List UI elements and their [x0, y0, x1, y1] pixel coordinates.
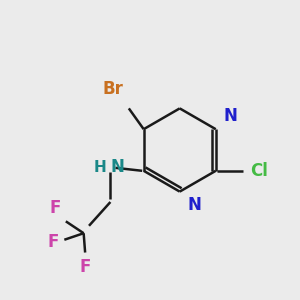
Text: N: N	[223, 107, 237, 125]
Text: Br: Br	[102, 80, 123, 98]
Text: F: F	[50, 199, 61, 217]
Text: Cl: Cl	[250, 162, 268, 180]
Text: N: N	[187, 196, 201, 214]
Text: F: F	[80, 259, 91, 277]
Text: N: N	[110, 158, 124, 176]
Text: H: H	[94, 160, 106, 175]
Text: F: F	[47, 233, 58, 251]
